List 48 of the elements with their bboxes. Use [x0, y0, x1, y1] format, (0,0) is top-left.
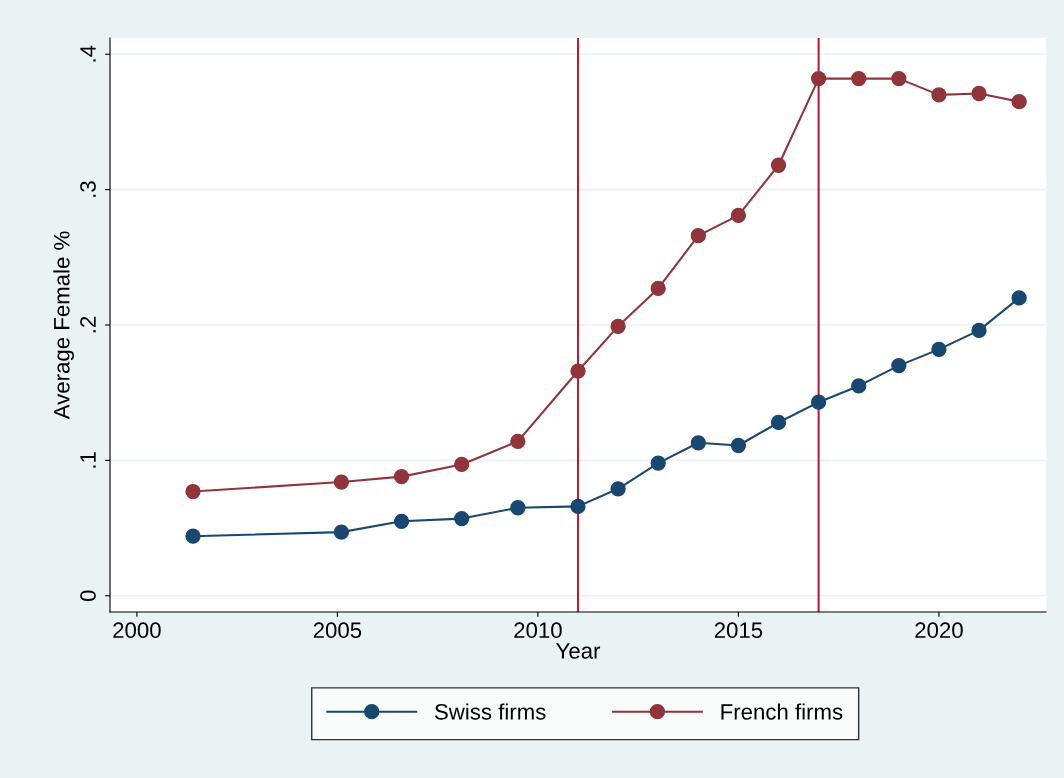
y-tick-label: .1	[80, 452, 96, 468]
point	[333, 474, 350, 490]
legend-label: Swiss firms	[434, 703, 546, 720]
y-tick-label: 0	[80, 590, 96, 602]
y-axis-title: Average Female %	[53, 231, 75, 420]
point	[510, 433, 526, 450]
x-tick-label: 2000	[113, 622, 161, 639]
point	[931, 341, 947, 358]
point	[650, 455, 666, 471]
point	[454, 456, 470, 473]
point	[851, 70, 867, 87]
point	[971, 322, 987, 339]
point	[610, 481, 626, 497]
point	[730, 207, 747, 223]
x-axis-title: Year	[556, 643, 601, 659]
point	[510, 500, 526, 516]
point	[770, 414, 787, 431]
point	[454, 510, 470, 527]
point	[610, 318, 626, 334]
point	[931, 87, 947, 103]
point	[810, 394, 827, 410]
point	[851, 378, 867, 394]
point	[971, 85, 987, 102]
point	[185, 528, 201, 544]
y-tick-label: .2	[80, 316, 96, 333]
y-tick-label: .4	[80, 45, 96, 62]
point	[570, 498, 586, 515]
y-tick-label: .3	[80, 181, 96, 197]
point	[650, 280, 666, 297]
point	[730, 437, 747, 454]
point	[393, 513, 410, 529]
x-tick-label: 2005	[313, 622, 362, 639]
point	[333, 524, 350, 540]
point	[770, 157, 787, 173]
x-tick-label: 2010	[514, 622, 562, 639]
point	[690, 435, 706, 451]
x-tick-label: 2020	[915, 622, 963, 639]
point	[185, 483, 201, 500]
x-tick-label: 2015	[714, 622, 763, 639]
legend-label: French firms	[721, 703, 843, 720]
point	[393, 468, 410, 485]
point	[891, 357, 907, 374]
point	[891, 70, 907, 87]
point	[810, 70, 827, 87]
point	[570, 363, 586, 379]
point	[1011, 290, 1027, 306]
point	[1011, 93, 1027, 110]
point	[690, 228, 706, 244]
